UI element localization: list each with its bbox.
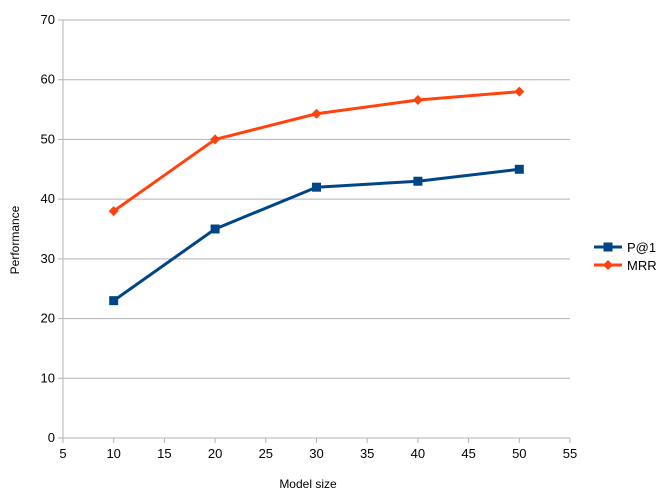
x-tick-label: 55 bbox=[563, 446, 577, 461]
axes bbox=[58, 19, 571, 443]
x-tick-labels: 5 10 15 20 25 30 35 40 45 50 55 bbox=[59, 446, 577, 461]
y-tick-label: 70 bbox=[41, 12, 55, 27]
data-point-p-1 bbox=[514, 164, 524, 174]
data-point-mrr bbox=[311, 108, 322, 119]
gridlines bbox=[63, 19, 570, 379]
x-tick-label: 10 bbox=[106, 446, 120, 461]
x-tick-label: 15 bbox=[157, 446, 171, 461]
data-point-mrr bbox=[210, 134, 221, 145]
series-group bbox=[108, 86, 525, 306]
data-point-p-1 bbox=[210, 224, 220, 234]
legend: P@1 MRR bbox=[594, 240, 657, 273]
y-tick-label: 40 bbox=[41, 191, 55, 206]
y-tick-label: 0 bbox=[48, 430, 55, 445]
y-tick-label: 20 bbox=[41, 311, 55, 326]
x-tick-label: 30 bbox=[309, 446, 323, 461]
x-tick-label: 45 bbox=[461, 446, 475, 461]
x-tick-label: 50 bbox=[512, 446, 526, 461]
x-tick-label: 35 bbox=[360, 446, 374, 461]
y-axis-title: Performance bbox=[8, 205, 22, 274]
legend-label-mrr: MRR bbox=[627, 258, 657, 273]
data-point-p-1 bbox=[413, 176, 423, 186]
data-point-p-1 bbox=[312, 182, 321, 192]
x-tick-label: 20 bbox=[208, 446, 222, 461]
data-point-mrr bbox=[108, 206, 119, 217]
x-tick-label: 40 bbox=[411, 446, 425, 461]
data-point-mrr bbox=[514, 86, 525, 97]
legend-label-p-1: P@1 bbox=[627, 240, 656, 255]
y-tick-label: 50 bbox=[41, 131, 55, 146]
data-point-mrr bbox=[412, 95, 423, 106]
x-tick-label: 25 bbox=[259, 446, 273, 461]
y-tick-label: 60 bbox=[41, 72, 55, 87]
y-tick-label: 30 bbox=[41, 251, 55, 266]
x-tick-label: 5 bbox=[59, 446, 66, 461]
legend-marker-mrr bbox=[603, 260, 613, 270]
legend-marker-p-1 bbox=[603, 242, 613, 252]
data-point-p-1 bbox=[109, 296, 119, 306]
y-tick-label: 10 bbox=[41, 370, 55, 385]
y-tick-labels: 0 10 20 30 40 50 60 70 bbox=[41, 12, 55, 445]
x-axis-title: Model size bbox=[279, 477, 337, 491]
